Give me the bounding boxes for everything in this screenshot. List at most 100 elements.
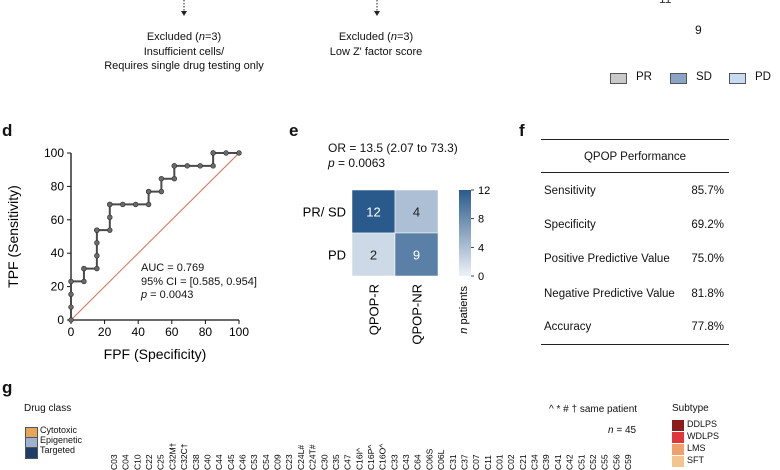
x-tick-label: 60 <box>165 325 179 339</box>
x-tick-label: 100 <box>229 325 249 339</box>
roc-point <box>171 176 178 182</box>
roc-point <box>94 227 100 233</box>
excluded-right-box: Excluded (n=3) Low Z' factor score <box>296 30 456 59</box>
drug-class-label: Epigenetic <box>40 435 83 445</box>
sample-id-label: C33 <box>389 454 399 470</box>
drug-class-label: Targeted <box>40 445 76 455</box>
sample-id-label: C04 <box>121 454 131 470</box>
heatmap-title: OR = 13.5 (2.07 to 73.3) p = 0.0063 <box>328 141 458 170</box>
roc-point <box>145 188 152 195</box>
heatmap-row-label: PD <box>328 248 346 263</box>
roc-point <box>158 188 165 195</box>
sample-id-label: C30 <box>319 454 329 470</box>
response-pie-chart: 11 9 <box>659 0 702 37</box>
heatmap-cell <box>394 232 439 277</box>
sample-id-label: C46 <box>238 454 248 470</box>
excluded-left-box: Excluded (n=3) Insufficient cells/ Requi… <box>84 30 284 74</box>
panel-letter-d: d <box>2 121 13 140</box>
roc-point <box>81 265 87 272</box>
sample-id-label: C31 <box>448 454 458 470</box>
qpop-row: Sensitivity 85.7% <box>544 185 724 197</box>
roc-point <box>210 163 216 169</box>
y-tick-label: 40 <box>51 246 65 260</box>
qpop-row-label: Accuracy <box>544 321 592 333</box>
sample-id-label: C45 <box>226 454 236 470</box>
sample-id-label: C16I^ <box>354 448 364 470</box>
sample-id-label: C40 <box>202 454 212 470</box>
roc-p-text: p = 0.0043 <box>141 289 194 301</box>
qpop-table-header-rule <box>541 172 729 173</box>
sample-id-label: C25 <box>156 454 166 470</box>
sample-id-label: C53 <box>249 454 259 470</box>
excluded-left-line2: Insufficient cells/ <box>143 45 225 58</box>
panel-letter-f: f <box>519 121 525 140</box>
subtype-label: WDLPS <box>687 431 720 441</box>
colorbar-tick-label: 0 <box>478 271 484 283</box>
sample-id-label: C37 <box>459 454 469 470</box>
sample-id-label: C32M† <box>167 442 177 470</box>
sample-id-label: C38 <box>191 454 201 470</box>
roc-point <box>68 317 74 323</box>
sample-id-label: C01 <box>495 454 505 470</box>
sample-id-label: C23 <box>284 454 294 470</box>
sample-id-label: C51 <box>576 454 586 470</box>
sample-id-label: C41 <box>553 454 563 470</box>
subtype-swatch <box>672 444 684 455</box>
roc-point <box>120 201 126 208</box>
colorbar-tick-label: 8 <box>478 214 484 226</box>
roc-point <box>107 214 113 220</box>
sample-count: n = 45 <box>608 425 637 436</box>
qpop-row-value: 75.0% <box>691 253 724 265</box>
sample-id-label: C44 <box>214 454 224 470</box>
heatmap-cell-value: 9 <box>413 248 420 263</box>
sample-id-label: C59 <box>623 454 633 470</box>
sample-id-label: C43 <box>401 454 411 470</box>
x-tick-label: 20 <box>98 325 112 339</box>
qpop-row-value: 85.7% <box>691 185 724 197</box>
sample-id-axis: C03 C04 C10 C22 C25 C32M† C32C† C38 C40 C44 C45 C46… <box>109 442 633 470</box>
legend-swatch-sd <box>670 73 687 84</box>
subtype-swatch <box>672 456 684 467</box>
sample-id-label: C24L# <box>296 445 306 470</box>
roc-point <box>145 201 152 208</box>
subtype-label: DDLPS <box>687 419 718 429</box>
sample-id-label: C16P^ <box>366 445 376 470</box>
qpop-row: Accuracy 77.8% <box>544 321 724 333</box>
roc-annotation: AUC = 0.769 95% CI = [0.585, 0.954] p = … <box>141 262 257 303</box>
qpop-row-value: 77.8% <box>691 321 724 333</box>
sample-id-label: C47 <box>343 454 353 470</box>
roc-auc-text: AUC = 0.769 <box>141 262 205 274</box>
qpop-row: Specificity 69.2% <box>544 219 724 231</box>
heatmap-p-text: p = 0.0063 <box>328 155 386 170</box>
qpop-row-value: 69.2% <box>691 219 724 231</box>
y-tick-label: 100 <box>44 146 64 160</box>
sample-id-label: C64 <box>413 454 423 470</box>
sample-id-label: C21 <box>518 454 528 470</box>
sample-id-label: C02 <box>506 454 516 470</box>
heatmap-cell <box>351 189 396 234</box>
roc-point <box>94 253 100 259</box>
sample-id-label: C34 <box>530 454 540 470</box>
roc-point <box>171 163 178 169</box>
heatmap-cell-value: 12 <box>366 205 380 220</box>
sample-id-label: C24T# <box>308 444 318 470</box>
qpop-row-label: Negative Predictive Value <box>544 288 675 300</box>
legend-swatch-pd <box>729 73 746 84</box>
qpop-table-top-rule <box>541 139 729 140</box>
heatmap-or-text: OR = 13.5 (2.07 to 73.3) <box>328 141 458 155</box>
colorbar-tick-label: 4 <box>478 242 484 254</box>
roc-point <box>68 278 74 285</box>
qpop-table-title: QPOP Performance <box>583 151 687 163</box>
roc-point <box>94 265 100 272</box>
excluded-right-line2: Low Z' factor score <box>329 45 423 58</box>
flow-arrow-right <box>374 0 380 16</box>
sample-id-label: C35 <box>331 454 341 470</box>
y-tick-label: 20 <box>51 280 65 294</box>
sample-id-label: C39 <box>541 454 551 470</box>
heatmap-row-label: PR/ SD <box>303 205 346 220</box>
sample-id-label: C06S <box>424 448 434 470</box>
roc-point <box>68 304 74 310</box>
excluded-left-line1: Excluded (n=3) <box>146 31 222 43</box>
roc-point <box>158 176 165 182</box>
sample-id-label: C56 <box>611 454 621 470</box>
